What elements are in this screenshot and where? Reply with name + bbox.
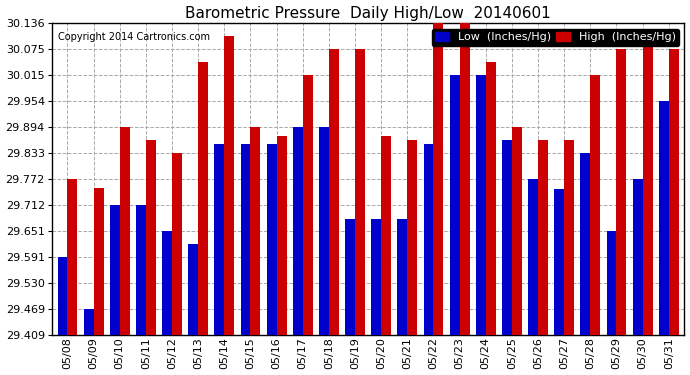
Bar (266, 144, 277, 334)
Bar (460, 23, 469, 334)
Bar (303, 75, 313, 334)
Bar (450, 75, 460, 334)
Bar (554, 189, 564, 334)
Bar (424, 144, 433, 334)
Bar (293, 127, 303, 334)
Bar (512, 127, 522, 334)
Text: Copyright 2014 Cartronics.com: Copyright 2014 Cartronics.com (58, 33, 210, 42)
Bar (591, 75, 600, 334)
Bar (564, 140, 574, 334)
Bar (371, 219, 381, 334)
Bar (538, 140, 548, 334)
Bar (381, 136, 391, 334)
Bar (528, 179, 538, 334)
Bar (110, 205, 120, 334)
Bar (68, 179, 77, 334)
Bar (616, 49, 627, 334)
Legend: Low  (Inches/Hg), High  (Inches/Hg): Low (Inches/Hg), High (Inches/Hg) (432, 28, 679, 46)
Bar (407, 140, 417, 334)
Bar (83, 309, 94, 334)
Bar (224, 36, 234, 334)
Bar (188, 244, 198, 334)
Bar (580, 153, 591, 334)
Bar (659, 101, 669, 334)
Bar (277, 136, 286, 334)
Bar (250, 127, 260, 334)
Bar (94, 188, 104, 334)
Bar (345, 219, 355, 334)
Bar (215, 144, 224, 334)
Bar (319, 127, 329, 334)
Bar (198, 62, 208, 334)
Bar (486, 62, 495, 334)
Bar (172, 153, 182, 334)
Bar (329, 49, 339, 334)
Bar (162, 231, 172, 334)
Bar (397, 219, 407, 334)
Title: Barometric Pressure  Daily High/Low  20140601: Barometric Pressure Daily High/Low 20140… (185, 6, 551, 21)
Bar (355, 49, 365, 334)
Bar (633, 179, 642, 334)
Bar (146, 140, 156, 334)
Bar (433, 23, 444, 334)
Bar (241, 144, 250, 334)
Bar (669, 49, 679, 334)
Bar (502, 140, 512, 334)
Bar (642, 36, 653, 334)
Bar (607, 231, 616, 334)
Bar (136, 205, 146, 334)
Bar (120, 127, 130, 334)
Bar (476, 75, 486, 334)
Bar (57, 256, 68, 334)
